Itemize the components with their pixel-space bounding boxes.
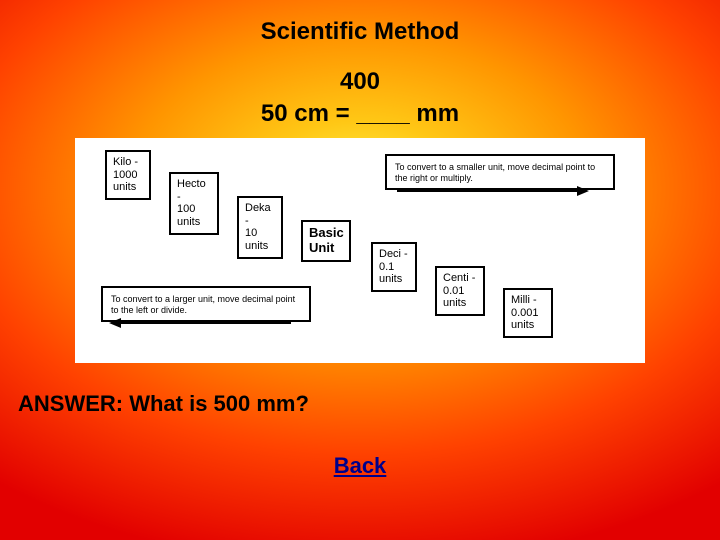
point-value: 400 bbox=[0, 68, 720, 96]
slide-title: Scientific Method bbox=[0, 0, 720, 46]
prefix-kilo: Kilo -1000units bbox=[105, 150, 151, 200]
hint-larger-unit: To convert to a larger unit, move decima… bbox=[101, 286, 311, 322]
back-link-container: Back bbox=[0, 453, 720, 479]
hint-larger-arrowhead bbox=[109, 318, 121, 328]
prefix-milli: Milli -0.001units bbox=[503, 288, 553, 338]
slide-content: Scientific Method 400 50 cm = ____ mm To… bbox=[0, 0, 720, 540]
hint-larger-text: To convert to a larger unit, move decima… bbox=[111, 294, 295, 315]
prefix-deka: Deka -10units bbox=[237, 196, 283, 259]
hint-smaller-arrowhead bbox=[577, 186, 589, 196]
metric-stair-diagram: To convert to a smaller unit, move decim… bbox=[75, 138, 645, 363]
hint-larger-arrow bbox=[121, 322, 291, 324]
prefix-centi: Centi -0.01units bbox=[435, 266, 485, 316]
hint-smaller-arrow bbox=[397, 190, 577, 192]
prefix-basic: BasicUnit bbox=[301, 220, 351, 262]
prefix-deci: Deci -0.1units bbox=[371, 242, 417, 292]
prefix-hecto: Hecto -100units bbox=[169, 172, 219, 235]
back-link[interactable]: Back bbox=[334, 453, 387, 478]
question-text: 50 cm = ____ mm bbox=[0, 100, 720, 128]
hint-smaller-unit: To convert to a smaller unit, move decim… bbox=[385, 154, 615, 190]
hint-smaller-text: To convert to a smaller unit, move decim… bbox=[395, 162, 595, 183]
answer-text: ANSWER: What is 500 mm? bbox=[18, 391, 720, 417]
